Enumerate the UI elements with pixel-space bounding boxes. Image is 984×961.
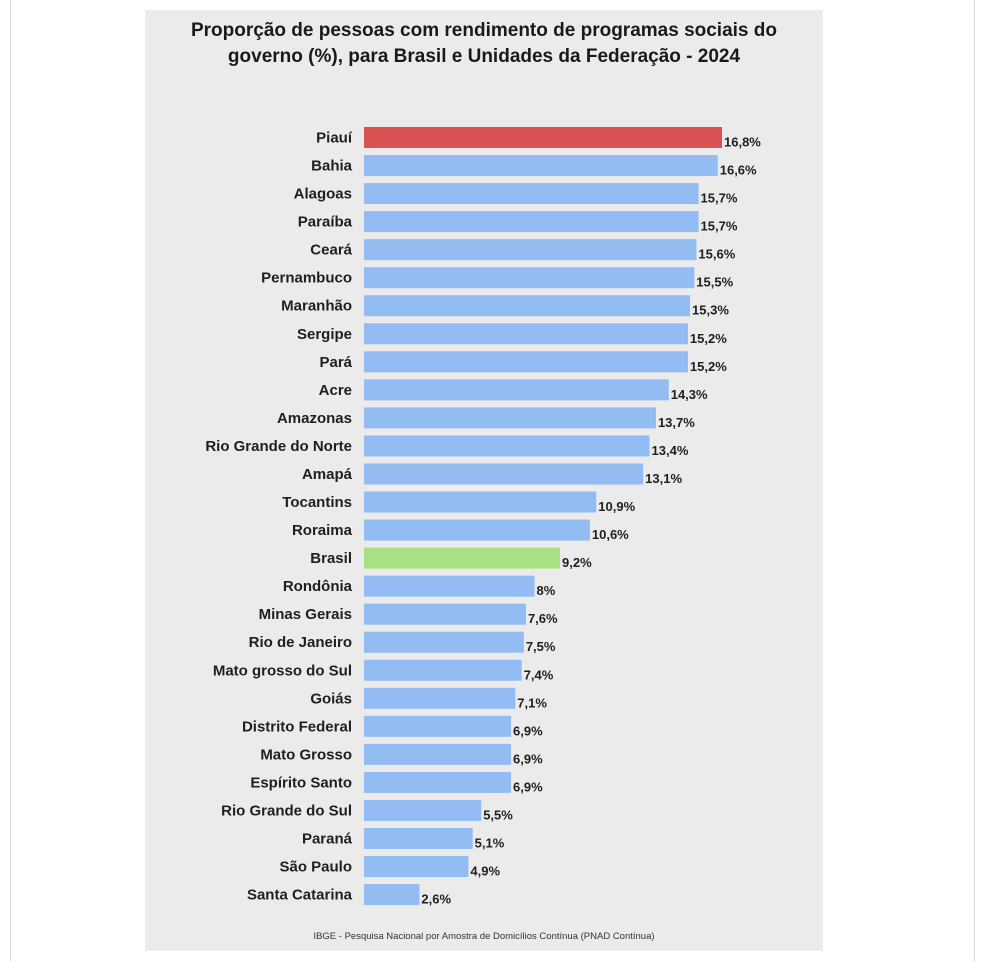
bar-rio-grande-do-sul xyxy=(364,799,482,821)
value-label-rio-grande-do-norte: 13,4% xyxy=(652,443,689,458)
category-label-amapa: Amapá xyxy=(302,466,353,483)
value-label-goias: 7,1% xyxy=(517,695,547,710)
value-label-parana: 5,1% xyxy=(475,836,505,851)
chart-title-line-2: governo (%), para Brasil e Unidades da F… xyxy=(227,46,741,67)
bar-amapa xyxy=(364,463,644,485)
category-label-sergipe: Sergipe xyxy=(297,326,352,343)
bar-pernambuco xyxy=(364,267,695,289)
category-label-mato-grosso-do-sul: Mato grosso do Sul xyxy=(213,662,352,679)
category-label-paraiba: Paraíba xyxy=(298,214,353,231)
value-label-pernambuco: 15,5% xyxy=(696,275,733,290)
value-label-minas-gerais: 7,6% xyxy=(528,611,558,626)
chart-title-line-1: Proporção de pessoas com rendimento de p… xyxy=(190,20,777,41)
bar-mato-grosso xyxy=(364,743,512,765)
value-label-paraiba: 15,7% xyxy=(701,219,738,234)
bar-roraima xyxy=(364,519,590,541)
bar-goias xyxy=(364,687,516,709)
bar-ceara xyxy=(364,239,697,261)
category-label-parana: Paraná xyxy=(302,831,353,848)
category-label-mato-grosso: Mato Grosso xyxy=(260,746,352,763)
value-label-maranhao: 15,3% xyxy=(692,303,729,318)
value-label-sao-paulo: 4,9% xyxy=(470,864,500,879)
category-label-ceara: Ceará xyxy=(310,242,352,259)
value-label-ceara: 15,6% xyxy=(698,247,735,262)
category-label-piaui: Piauí xyxy=(316,130,353,147)
category-label-amazonas: Amazonas xyxy=(277,410,352,427)
frame-border-right xyxy=(974,0,975,961)
bar-sao-paulo xyxy=(364,856,469,878)
bar-rio-de-janeiro xyxy=(364,631,524,653)
category-label-pernambuco: Pernambuco xyxy=(261,270,352,287)
value-label-acre: 14,3% xyxy=(671,387,708,402)
bar-parana xyxy=(364,828,473,849)
bar-acre xyxy=(364,379,669,401)
value-label-amapa: 13,1% xyxy=(645,471,682,486)
category-label-goias: Goiás xyxy=(310,690,352,707)
bar-tocantins xyxy=(364,491,597,513)
bar-sergipe xyxy=(364,323,688,345)
value-label-mato-grosso: 6,9% xyxy=(513,751,543,766)
bar-santa-catarina xyxy=(364,884,420,906)
chart-title: Proporção de pessoas com rendimento de p… xyxy=(145,18,823,70)
value-label-santa-catarina: 2,6% xyxy=(421,892,451,907)
value-label-alagoas: 15,7% xyxy=(701,191,738,206)
category-label-roraima: Roraima xyxy=(292,522,353,539)
category-label-minas-gerais: Minas Gerais xyxy=(259,606,352,623)
category-label-rio-grande-do-sul: Rio Grande do Sul xyxy=(221,802,352,819)
category-label-rondonia: Rondônia xyxy=(283,578,353,595)
value-label-piaui: 16,8% xyxy=(724,135,761,150)
category-label-alagoas: Alagoas xyxy=(294,186,352,203)
value-label-para: 15,2% xyxy=(690,359,727,374)
value-label-tocantins: 10,9% xyxy=(598,499,635,514)
bar-amazonas xyxy=(364,407,656,429)
bar-bahia xyxy=(364,155,718,177)
category-label-bahia: Bahia xyxy=(311,158,353,175)
value-label-mato-grosso-do-sul: 7,4% xyxy=(524,667,554,682)
value-label-rio-de-janeiro: 7,5% xyxy=(526,639,556,654)
bar-paraiba xyxy=(364,211,699,233)
value-label-amazonas: 13,7% xyxy=(658,415,695,430)
category-label-sao-paulo: São Paulo xyxy=(279,859,352,876)
value-label-distrito-federal: 6,9% xyxy=(513,723,543,738)
bar-alagoas xyxy=(364,183,699,205)
bar-espirito-santo xyxy=(364,771,512,793)
category-label-maranhao: Maranhão xyxy=(281,298,352,315)
value-label-rio-grande-do-sul: 5,5% xyxy=(483,807,513,822)
bar-distrito-federal xyxy=(364,715,512,737)
category-label-brasil: Brasil xyxy=(310,550,352,567)
category-label-para: Pará xyxy=(319,354,352,371)
bar-rondonia xyxy=(364,575,535,597)
bar-maranhao xyxy=(364,295,691,317)
value-label-rondonia: 8% xyxy=(536,583,555,598)
category-label-rio-de-janeiro: Rio de Janeiro xyxy=(249,634,352,651)
category-label-rio-grande-do-norte: Rio Grande do Norte xyxy=(205,438,352,455)
category-label-espirito-santo: Espírito Santo xyxy=(250,774,352,791)
value-label-bahia: 16,6% xyxy=(720,163,757,178)
bar-rio-grande-do-norte xyxy=(364,435,650,457)
value-label-brasil: 9,2% xyxy=(562,555,592,570)
value-label-espirito-santo: 6,9% xyxy=(513,779,543,794)
bar-chart: Piauí 16,8% Bahia 16,6% Alagoas 15,7% Paraíba 1… xyxy=(205,127,761,907)
source-note: IBGE - Pesquisa Nacional por Amostra de … xyxy=(313,931,655,942)
bar-piaui xyxy=(364,127,722,148)
bar-minas-gerais xyxy=(364,603,526,625)
bar-brasil xyxy=(364,547,561,569)
category-label-santa-catarina: Santa Catarina xyxy=(247,887,353,904)
category-label-distrito-federal: Distrito Federal xyxy=(242,718,352,735)
bar-mato-grosso-do-sul xyxy=(364,659,522,681)
frame-border-left xyxy=(10,0,11,961)
bar-para xyxy=(364,351,688,373)
value-label-roraima: 10,6% xyxy=(592,527,629,542)
value-label-sergipe: 15,2% xyxy=(690,331,727,346)
chart-card: Proporção de pessoas com rendimento de p… xyxy=(145,10,823,951)
category-label-acre: Acre xyxy=(319,382,352,399)
category-label-tocantins: Tocantins xyxy=(282,494,352,511)
